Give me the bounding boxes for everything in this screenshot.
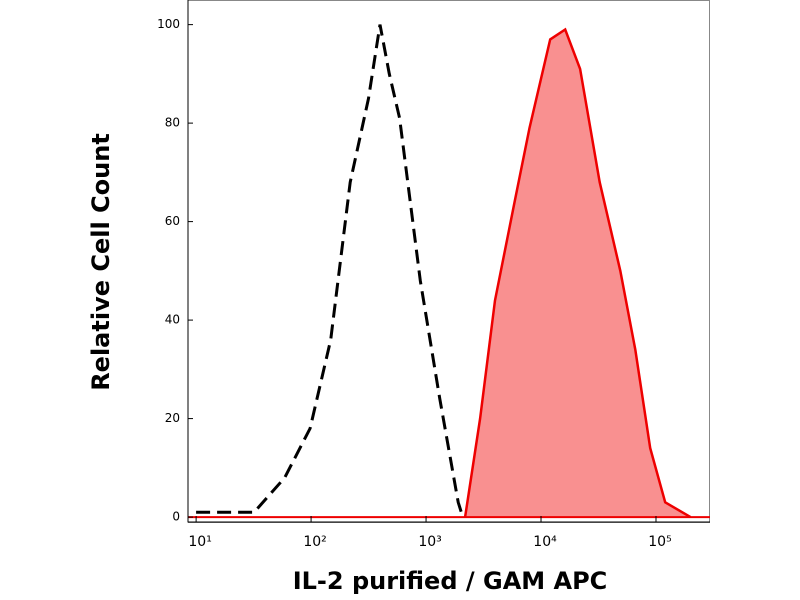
y-tick-label: 60 [165,214,180,228]
histogram-line [196,24,465,518]
y-tick-label: 20 [165,411,180,425]
y-tick-label: 100 [157,17,180,31]
x-tick-label: 10¹ [188,534,211,550]
y-tick-label: 80 [165,116,180,130]
x-tick-label: 10³ [418,534,441,550]
x-tick-label: 10⁵ [648,534,671,550]
y-tick-label: 0 [172,510,180,524]
x-tick-label: 10⁴ [533,534,557,550]
y-axis-title: Relative Cell Count [87,133,115,391]
y-tick-label: 40 [165,313,180,327]
x-tick-label: 10² [303,534,326,550]
x-axis-title: IL-2 purified / GAM APC [293,567,608,595]
histogram-line [463,27,692,519]
histogram-area [465,29,691,518]
